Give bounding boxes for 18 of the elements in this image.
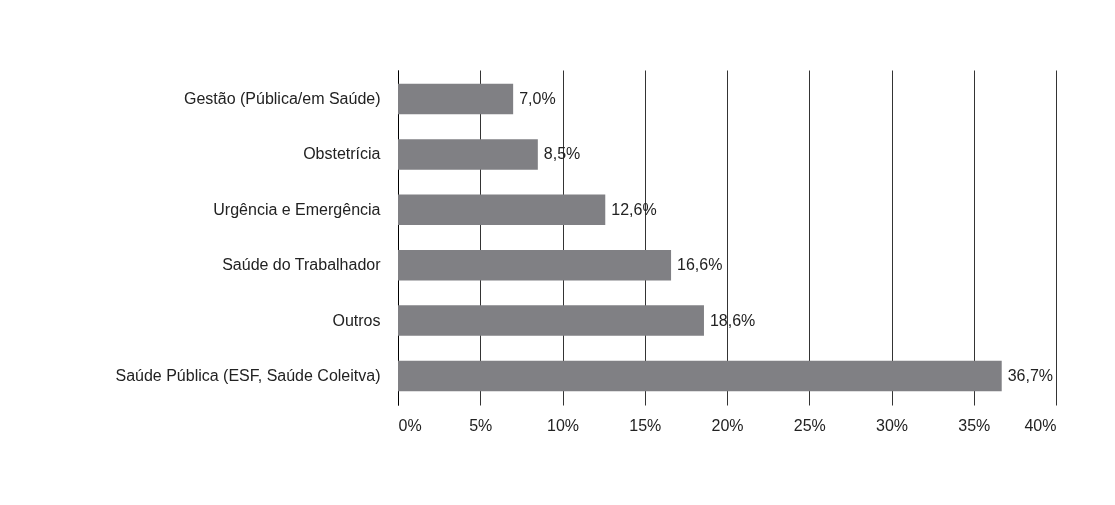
x-tick-label: 10% bbox=[546, 416, 580, 434]
x-tick-label: 0% bbox=[398, 416, 422, 434]
y-tick-label: Urgência e Emergência bbox=[213, 200, 381, 218]
y-tick-label: Gestão (Pública/em Saúde) bbox=[183, 90, 381, 108]
x-tick-label: 20% bbox=[711, 416, 744, 434]
y-tick-label: Outros bbox=[332, 311, 381, 329]
y-tick-label: Saúde Pública (ESF, Saúde Coleitva) bbox=[115, 366, 381, 384]
data-label: 16,6% bbox=[677, 256, 723, 274]
y-tick-label: Saúde do Trabalhador bbox=[222, 256, 382, 274]
x-tick-label: 15% bbox=[629, 416, 662, 434]
x-tick-label: 40% bbox=[1024, 416, 1057, 434]
x-tick-label: 35% bbox=[958, 416, 991, 434]
y-tick-label: Obstetrícia bbox=[303, 145, 381, 163]
data-label: 36,7% bbox=[1007, 366, 1054, 384]
data-label: 7,0% bbox=[519, 90, 556, 108]
x-tick-label: 30% bbox=[875, 416, 909, 434]
x-tick-label: 5% bbox=[469, 416, 493, 434]
x-tick-label: 25% bbox=[793, 416, 826, 434]
